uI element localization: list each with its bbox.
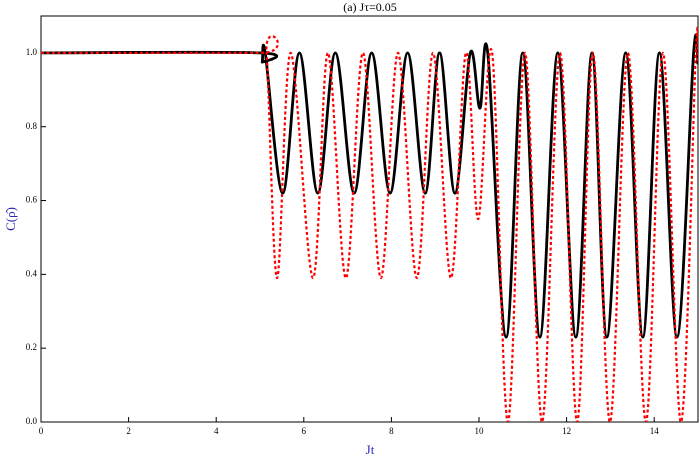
x-tick-label: 10 — [475, 426, 485, 436]
chart-title: (a) Jτ=0.05 — [343, 0, 397, 14]
x-tick-label: 0 — [39, 426, 44, 436]
y-tick-label: 0.0 — [26, 416, 38, 426]
y-tick-label: 0.4 — [26, 268, 38, 278]
y-tick-label: 0.6 — [26, 195, 38, 205]
x-tick-label: 2 — [126, 426, 131, 436]
y-axis-label: C(ρ̂) — [3, 207, 18, 231]
x-tick-label: 4 — [214, 426, 219, 436]
x-tick-label: 6 — [302, 426, 307, 436]
y-tick-label: 1.0 — [26, 47, 38, 57]
x-tick-label: 14 — [650, 426, 660, 436]
x-tick-label: 8 — [389, 426, 394, 436]
data-line — [41, 33, 698, 339]
x-tick-label: 12 — [562, 426, 571, 436]
y-tick-label: 0.2 — [26, 342, 37, 352]
plot-frame — [40, 15, 699, 423]
x-axis-label: Jt — [366, 442, 375, 457]
y-tick-label: 0.8 — [26, 121, 38, 131]
